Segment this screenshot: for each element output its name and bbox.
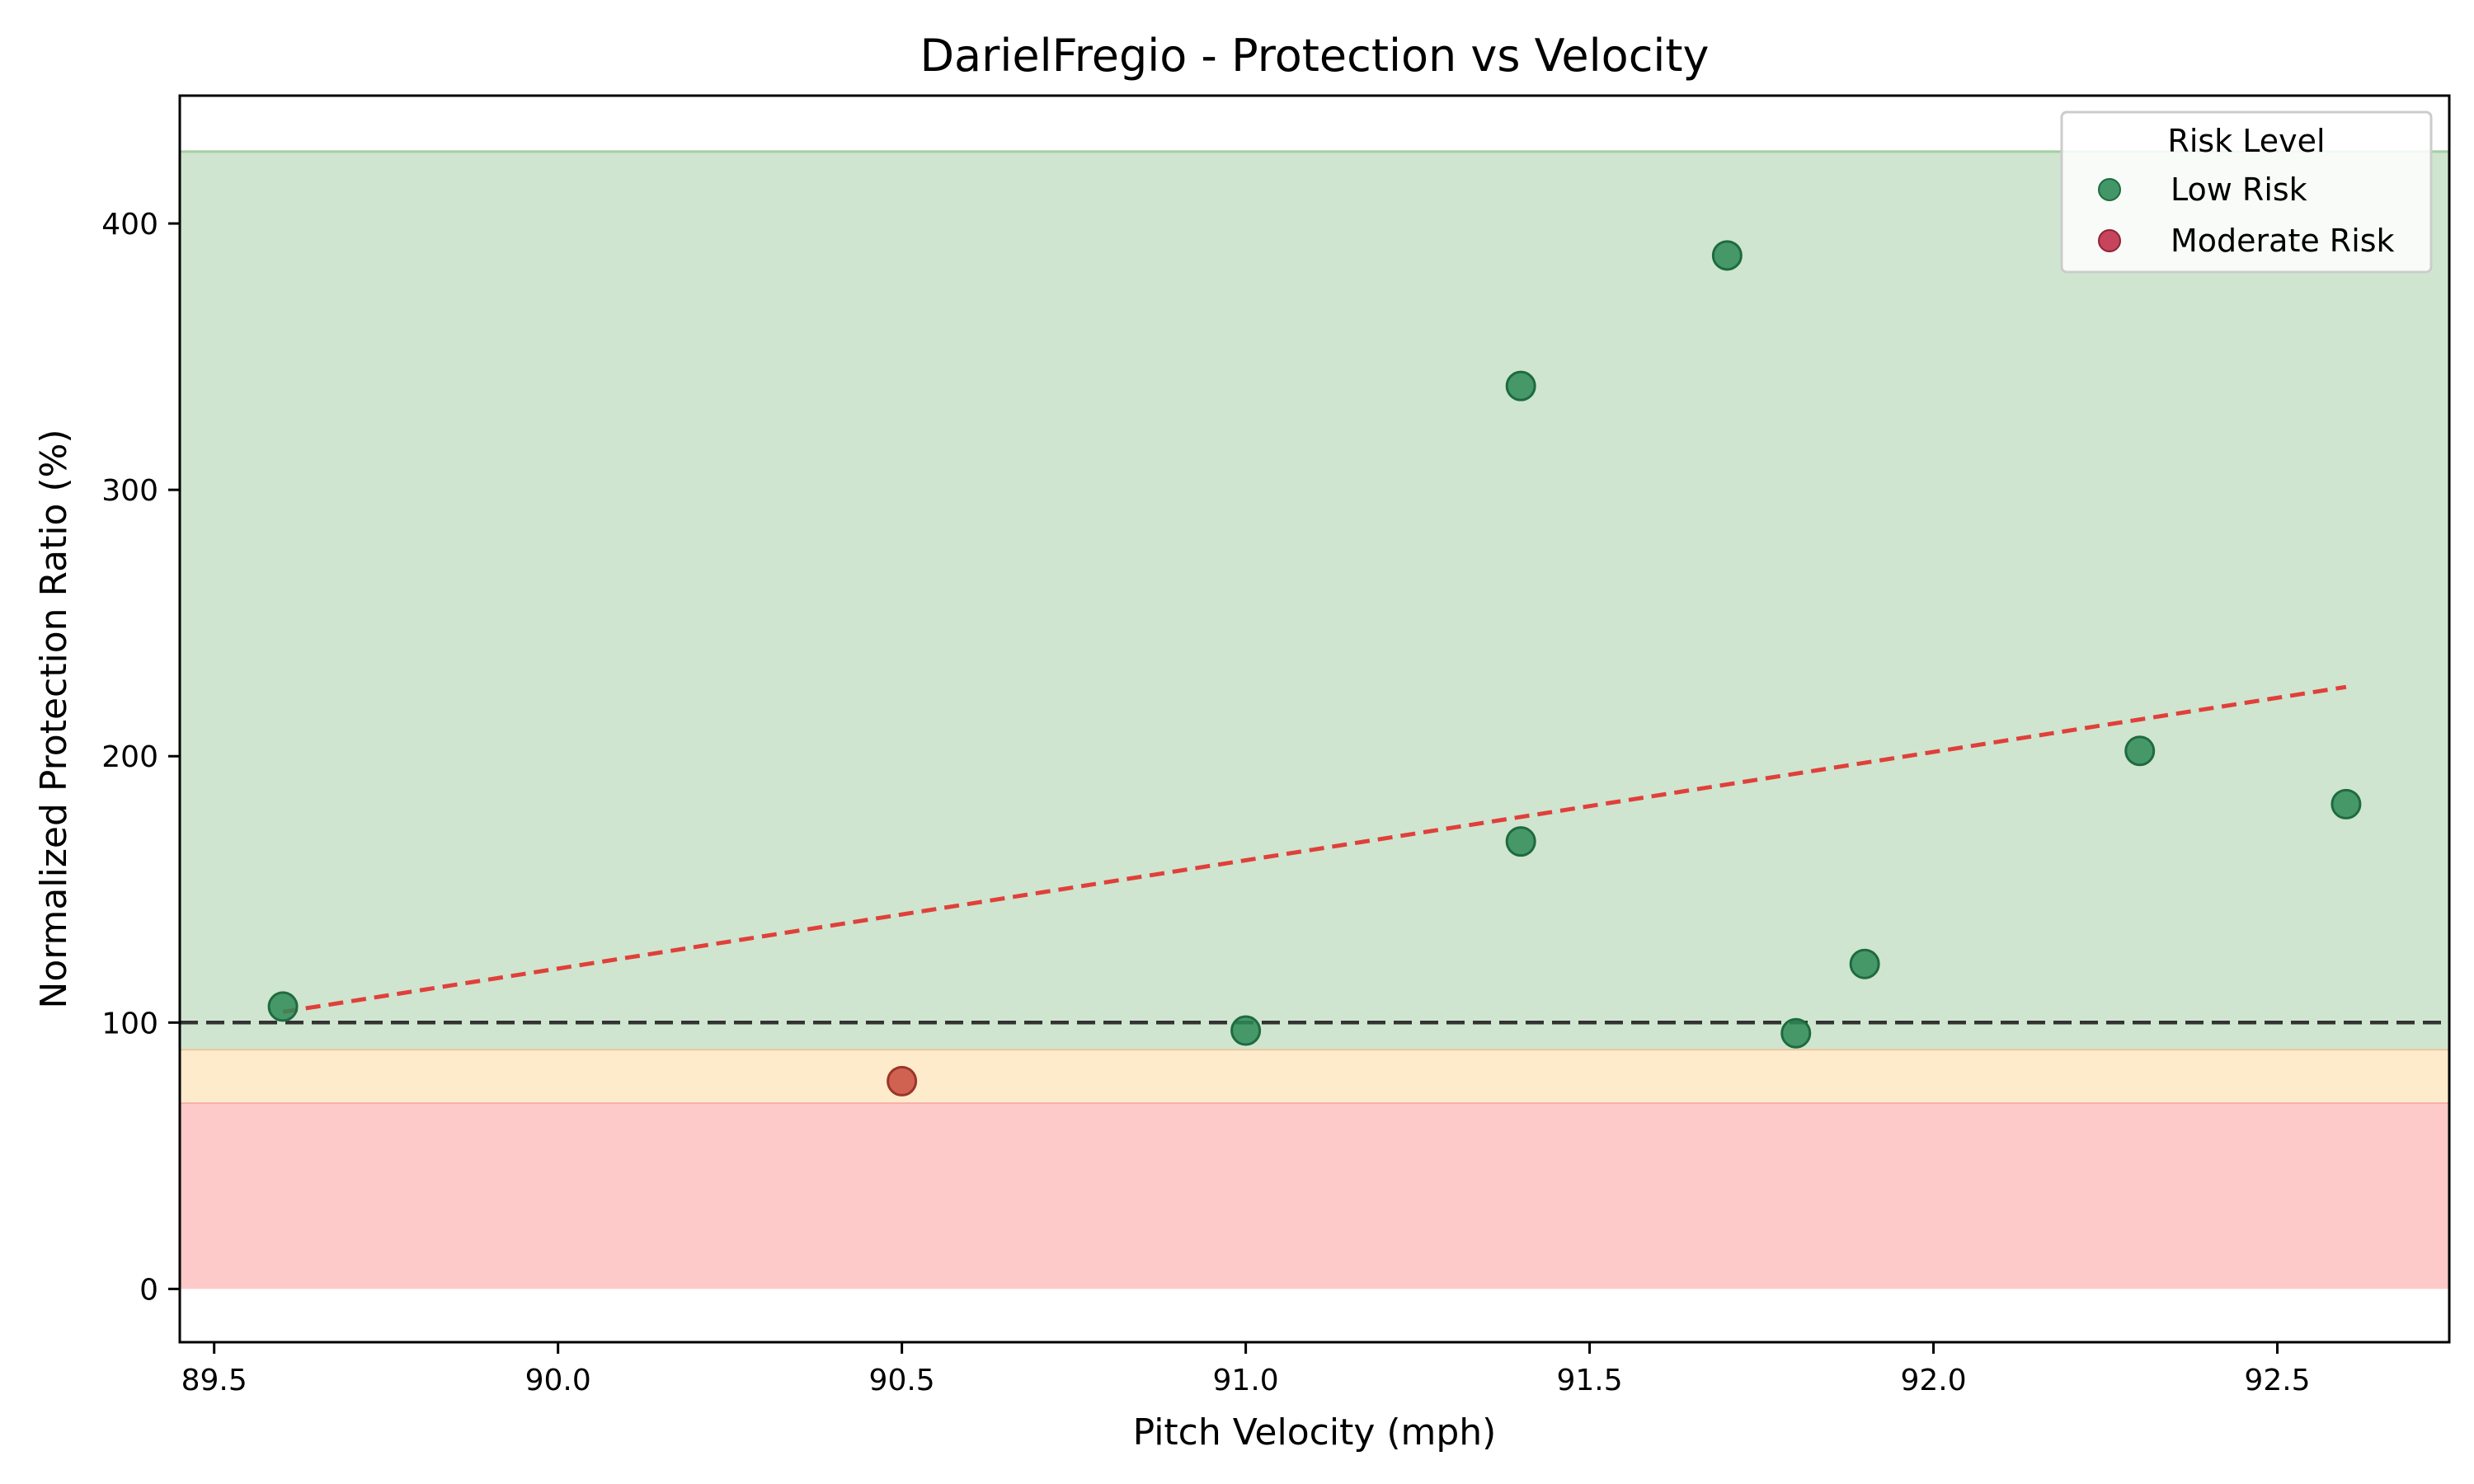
legend-marker-low-risk <box>2098 178 2121 201</box>
legend: Risk Level Low Risk Moderate Risk <box>2060 110 2433 274</box>
data-point-low-risk-5 <box>1780 1017 1812 1049</box>
x-tick-label-6: 92.5 <box>2244 1364 2310 1397</box>
y-tick-label-1: 100 <box>101 1007 158 1040</box>
y-tick-label-3: 300 <box>101 474 158 508</box>
x-tick-label-4: 91.5 <box>1556 1364 1622 1397</box>
data-point-low-risk-8 <box>2331 788 2362 819</box>
trend-line <box>282 684 2347 1014</box>
legend-title: Risk Level <box>2167 123 2325 159</box>
risk-band-1 <box>180 1049 2449 1103</box>
risk-band-2 <box>180 151 2449 1050</box>
data-point-low-risk-1 <box>1230 1015 1262 1046</box>
x-axis-label: Pitch Velocity (mph) <box>1133 1411 1497 1453</box>
data-point-moderate-risk-0 <box>887 1065 918 1097</box>
data-point-low-risk-2 <box>1505 370 1536 402</box>
data-point-low-risk-0 <box>267 991 299 1022</box>
x-tick-label-3: 91.0 <box>1213 1364 1279 1397</box>
data-point-low-risk-4 <box>1711 240 1743 271</box>
x-tick-label-2: 90.5 <box>869 1364 935 1397</box>
legend-frame <box>2060 110 2433 274</box>
y-axis-label: Normalized Protection Ratio (%) <box>33 429 75 1008</box>
plot-area: 89.5 90.0 90.5 91.0 91.5 92.0 92.5 0 100 200 300 40… <box>101 94 2451 1397</box>
risk-band-0 <box>180 1102 2449 1289</box>
y-tick-label-0: 0 <box>139 1273 158 1307</box>
data-point-low-risk-6 <box>1849 948 1880 979</box>
legend-marker-moderate-risk <box>2098 229 2121 252</box>
legend-label-low-risk: Low Risk <box>2171 171 2307 208</box>
x-tick-label-5: 92.0 <box>1900 1364 1966 1397</box>
data-point-low-risk-3 <box>1505 826 1536 857</box>
legend-label-moderate-risk: Moderate Risk <box>2171 223 2395 259</box>
x-tick-label-0: 89.5 <box>181 1364 247 1397</box>
chart-title: DarielFregio - Protection vs Velocity <box>920 30 1709 82</box>
data-point-low-risk-7 <box>2124 735 2156 767</box>
plot-frame <box>178 94 2451 1344</box>
y-tick-label-4: 400 <box>101 208 158 242</box>
y-tick-label-2: 200 <box>101 740 158 774</box>
x-tick-label-1: 90.0 <box>525 1364 591 1397</box>
